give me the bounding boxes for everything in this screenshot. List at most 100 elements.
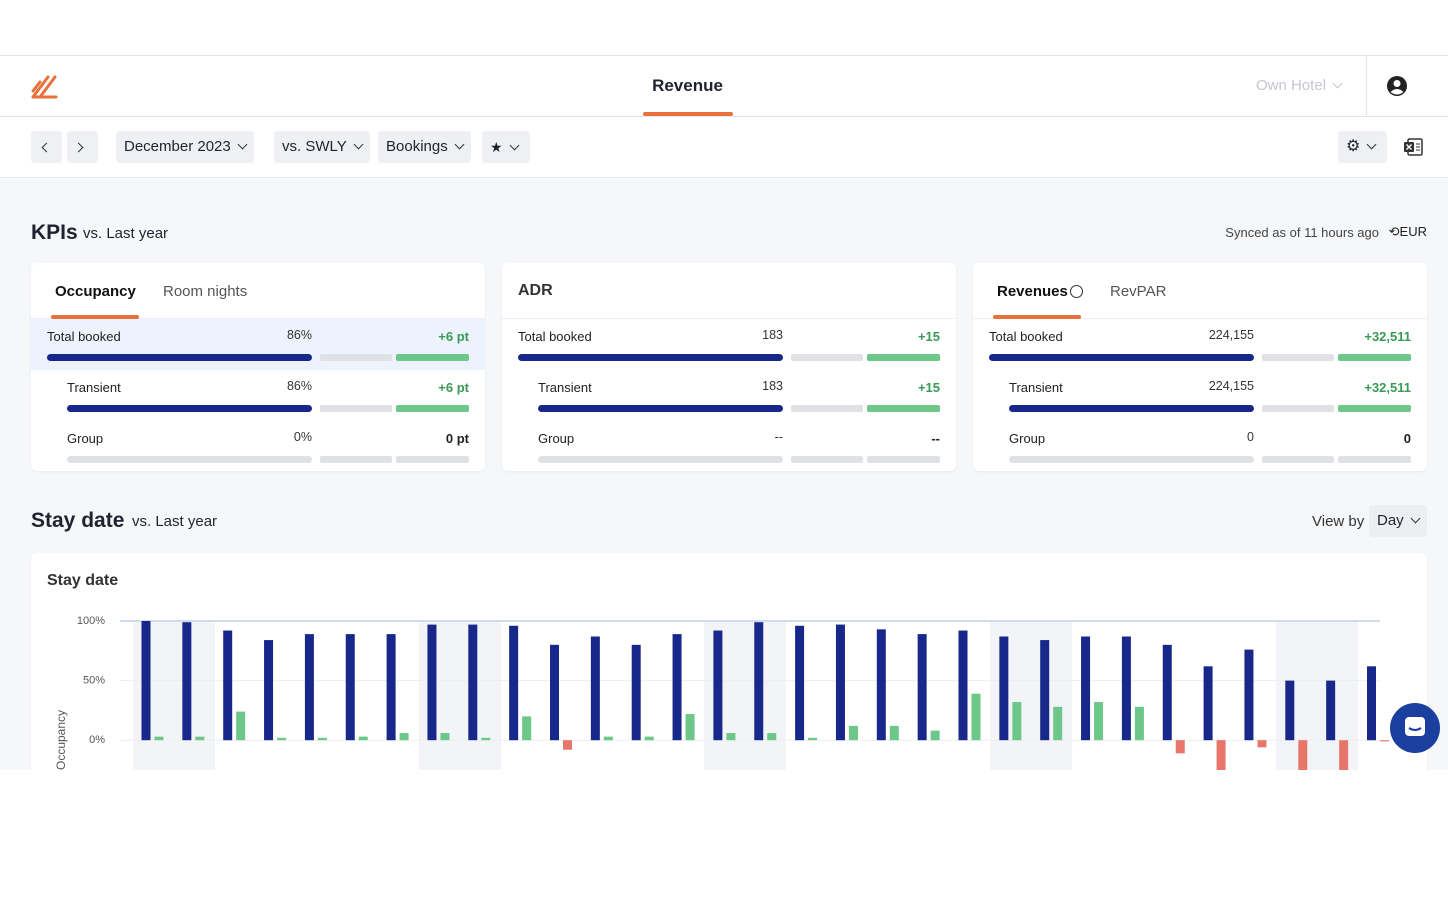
bar <box>277 737 287 741</box>
row-bar <box>67 405 312 412</box>
bar <box>713 630 723 741</box>
bar <box>1339 740 1349 770</box>
row-delta: 0 <box>1403 431 1411 446</box>
chat-button[interactable] <box>1390 703 1440 753</box>
bar <box>522 716 532 741</box>
row-bar-delta <box>867 456 940 463</box>
view: Day <box>1377 512 1404 529</box>
row-delta: +15 <box>917 380 940 395</box>
compare-dropdown[interactable]: vs. SWLY <box>274 131 370 163</box>
view-dropdown[interactable]: Day <box>1369 505 1427 537</box>
card-header-divider <box>973 318 1427 319</box>
row-bar <box>538 405 783 412</box>
row-bar-delta <box>396 456 469 463</box>
row-value: 183 <box>762 328 783 342</box>
section-title: Stay date <box>31 509 125 532</box>
row-bar <box>47 354 312 361</box>
excel-export[interactable] <box>1403 138 1423 156</box>
row-bar <box>989 354 1254 361</box>
bar <box>835 624 845 741</box>
bar <box>1040 640 1050 741</box>
bar <box>1285 680 1295 741</box>
hotel-selector[interactable]: Own Hotel <box>1256 77 1343 94</box>
row-delta: +32,511 <box>1364 329 1411 344</box>
kpi-card: Revenues RevPAR Total booked 224,155 +32,511… <box>973 263 1427 471</box>
bar <box>468 624 478 741</box>
row-label: Group <box>538 431 575 446</box>
row-bar <box>1009 405 1254 412</box>
page-title[interactable]: Revenue <box>652 76 723 95</box>
row-value: 183 <box>762 379 783 393</box>
bar <box>672 634 682 741</box>
row-label: Transient <box>67 380 121 395</box>
bar <box>590 636 600 741</box>
y-tick-label: 50% <box>83 675 105 687</box>
bar <box>195 736 205 741</box>
row-label: Transient <box>538 380 592 395</box>
bar <box>1012 702 1022 741</box>
sync-status: Synced as of 11 hours ago <box>1225 225 1379 240</box>
favorites-dropdown[interactable]: ★ <box>482 131 530 163</box>
bar <box>563 740 572 750</box>
compare: vs. SWLY <box>282 138 347 155</box>
bar <box>1203 666 1213 741</box>
bar <box>345 634 355 741</box>
row-bar-delta <box>1338 354 1411 361</box>
row-value: 0 <box>1247 430 1254 444</box>
next-button[interactable] <box>67 131 98 163</box>
prev-button[interactable] <box>31 131 62 163</box>
row-delta: -- <box>931 431 940 446</box>
row-bar-delta <box>1338 405 1411 412</box>
period-dropdown[interactable]: December 2023 <box>116 131 254 163</box>
bar <box>631 644 641 741</box>
bar <box>999 636 1009 741</box>
bar <box>236 711 246 741</box>
bar <box>440 733 450 741</box>
bar <box>767 733 777 741</box>
row-value: 86% <box>286 328 312 342</box>
tab-active[interactable]: Revenues <box>997 283 1068 300</box>
row-bar-prev <box>320 456 392 463</box>
bar <box>644 736 654 741</box>
kpi-card: ADR Total booked 183 +15 Transient 183 +15 Grou… <box>502 263 956 471</box>
bar <box>1175 740 1185 754</box>
bar <box>754 622 764 741</box>
chevron <box>41 142 52 153</box>
row-delta: +6 pt <box>438 380 469 395</box>
bar <box>264 640 274 741</box>
row-label: Total booked <box>518 329 592 344</box>
view-by-label: View by <box>1312 513 1365 530</box>
bar <box>223 630 233 741</box>
row-bar-delta <box>396 354 469 361</box>
chart: Occupancy 0% 50% 100% <box>54 615 1389 770</box>
bar <box>386 634 396 741</box>
bar <box>1094 702 1104 741</box>
settings-dropdown[interactable]: ⚙ <box>1338 131 1387 163</box>
user-icon[interactable] <box>1386 75 1408 97</box>
bar <box>304 634 314 741</box>
chevron <box>454 139 465 150</box>
row-bar-prev <box>791 405 863 412</box>
card-title: ADR <box>518 282 553 299</box>
row-bar-delta <box>867 354 940 361</box>
chevron <box>353 139 364 150</box>
metric-dropdown[interactable]: Bookings <box>378 131 471 163</box>
currency[interactable]: ⟲EUR <box>1388 224 1427 239</box>
bar <box>917 634 927 741</box>
bar <box>795 625 805 741</box>
row-bar <box>1009 456 1254 463</box>
gear-icon: ⚙ <box>1346 138 1361 155</box>
tab-active[interactable]: Occupancy <box>55 283 136 300</box>
row-bar-prev <box>320 354 392 361</box>
row-value: 0% <box>293 430 312 444</box>
tab[interactable]: RevPAR <box>1110 283 1167 300</box>
tab[interactable]: Room nights <box>163 283 248 300</box>
currency-code: EUR <box>1399 224 1427 239</box>
star-icon: ★ <box>490 139 503 155</box>
chevron <box>1366 139 1377 150</box>
row-bar-prev <box>1262 456 1334 463</box>
row-bar-prev <box>1262 405 1334 412</box>
bar <box>958 630 968 741</box>
logo[interactable] <box>30 72 58 100</box>
content: KPIs vs. Last year Synced as of 11 hours… <box>0 178 1448 770</box>
